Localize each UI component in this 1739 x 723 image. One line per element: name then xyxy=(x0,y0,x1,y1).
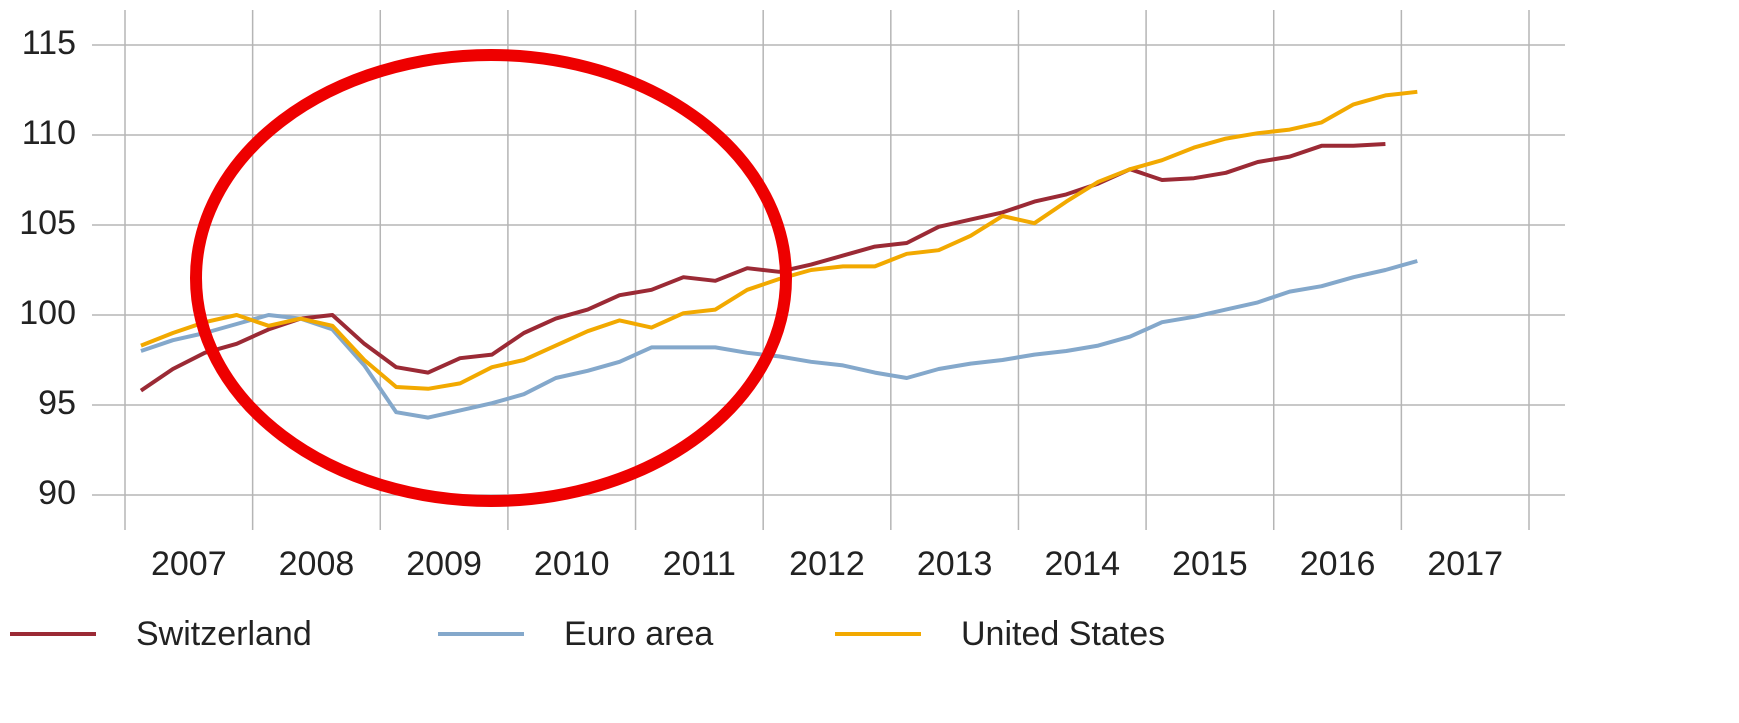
legend-label: Switzerland xyxy=(136,615,312,653)
y-tick-label: 110 xyxy=(22,114,76,152)
legend-label: Euro area xyxy=(564,615,713,653)
x-tick-label: 2014 xyxy=(1044,545,1120,583)
x-tick-label: 2008 xyxy=(279,545,355,583)
x-tick-label: 2009 xyxy=(406,545,482,583)
series-line xyxy=(140,259,1418,420)
y-tick-label: 115 xyxy=(22,24,76,62)
grid: 90 95 100 105 110 115 2007 2008 2009 2010 2011 2012… xyxy=(19,10,1565,583)
legend: Switzerland Euro area United States xyxy=(10,615,1165,653)
series-line xyxy=(139,142,1386,393)
y-tick-label: 95 xyxy=(38,384,76,422)
x-tick-label: 2013 xyxy=(917,545,993,583)
x-tick-label: 2015 xyxy=(1172,545,1248,583)
x-tick-label: 2012 xyxy=(789,545,865,583)
series-line xyxy=(140,89,1418,391)
y-tick-label: 105 xyxy=(19,204,76,242)
highlight-circle xyxy=(190,49,792,507)
x-tick-label: 2017 xyxy=(1427,545,1503,583)
y-tick-label: 90 xyxy=(38,474,76,512)
y-tick-label: 100 xyxy=(19,294,76,332)
x-tick-label: 2011 xyxy=(663,545,736,583)
plot xyxy=(139,89,1418,420)
x-tick-label: 2007 xyxy=(151,545,227,583)
x-tick-label: 2010 xyxy=(534,545,610,583)
legend-label: United States xyxy=(961,615,1165,653)
x-tick-label: 2016 xyxy=(1300,545,1376,583)
